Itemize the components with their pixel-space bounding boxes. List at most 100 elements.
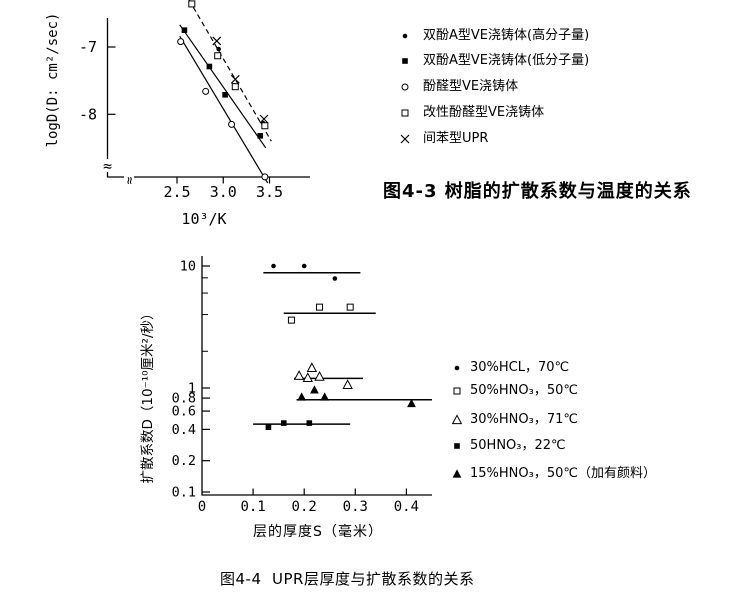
legend-item: 15%HNO₃，50℃（加有颜料） bbox=[450, 464, 656, 484]
data-point bbox=[454, 443, 460, 449]
y-tick-label: -7 bbox=[79, 38, 97, 56]
data-point bbox=[206, 63, 213, 70]
x-y-axes bbox=[106, 18, 310, 178]
axis-break-mask bbox=[124, 174, 134, 180]
legend-item: 双酚A型VE浇铸体(低分子量) bbox=[398, 51, 589, 71]
data-point bbox=[231, 83, 239, 91]
data-point bbox=[202, 87, 210, 95]
triangle-filled-icon bbox=[452, 469, 462, 478]
data-point bbox=[316, 303, 324, 311]
y-axis-break-icon: ≈ bbox=[103, 157, 112, 175]
data-point bbox=[332, 276, 338, 281]
legend-item: 30%HNO₃，71℃ bbox=[450, 410, 578, 430]
y-tick-label: 1 bbox=[188, 381, 196, 397]
data-point bbox=[302, 372, 314, 382]
legend-item: 间苯型UPR bbox=[398, 129, 488, 149]
legend-label: 双酚A型VE浇铸体(低分子量) bbox=[423, 53, 590, 68]
dot-filled-icon bbox=[402, 33, 408, 39]
dot-filled-icon bbox=[454, 365, 460, 371]
data-point bbox=[314, 370, 325, 381]
y-tick-label: 0.8 bbox=[172, 391, 196, 407]
y-tick-label: 0.6 bbox=[172, 404, 196, 420]
legend-item: 双酚A型VE浇铸体(高分子量) bbox=[398, 26, 589, 46]
data-point bbox=[400, 134, 410, 144]
trend-line bbox=[179, 24, 267, 149]
x-axis-break-icon: ≈ bbox=[122, 177, 137, 185]
x-tick-label: 0.3 bbox=[343, 499, 368, 515]
data-point bbox=[188, 0, 196, 8]
fig2-caption: 图4-4 UPR层厚度与扩散系数的关系 bbox=[220, 570, 475, 588]
legend-label: 50%HNO₃，50℃ bbox=[470, 383, 578, 398]
data-point bbox=[228, 120, 236, 128]
x-tick-label: 0.1 bbox=[240, 499, 265, 515]
x-tick-label: 0.4 bbox=[394, 499, 419, 515]
legend-label: 改性酚醛型VE浇铸体 bbox=[423, 105, 545, 120]
data-point bbox=[181, 27, 188, 33]
data-point bbox=[407, 398, 416, 408]
data-point bbox=[293, 370, 305, 380]
figure-4-3-chart: 2.5 3.0 3.5 -7 -8 ≈ ≈ bbox=[79, 0, 310, 201]
x-tick-label: 0.2 bbox=[292, 499, 317, 515]
fig2-legend: 30%HCL，70℃ 50%HNO₃，50℃ 30%HNO₃，71℃ 50HNO₃，2… bbox=[450, 356, 700, 496]
triangle-open-icon bbox=[451, 414, 463, 425]
square-filled-icon bbox=[454, 443, 460, 449]
data-point bbox=[306, 420, 313, 426]
data-point bbox=[453, 387, 461, 395]
legend-label: 酚醛型VE浇铸体 bbox=[423, 79, 519, 94]
data-point bbox=[280, 420, 287, 426]
legend-label: 15%HNO₃，50℃（加有颜料） bbox=[470, 466, 656, 481]
data-point bbox=[216, 46, 221, 52]
data-point bbox=[259, 114, 269, 124]
x-tick-label: 3.0 bbox=[210, 183, 237, 201]
data-point bbox=[177, 38, 185, 46]
legend-label: 双酚A型VE浇铸体(高分子量) bbox=[423, 28, 590, 43]
square-open-icon bbox=[401, 109, 409, 117]
data-point bbox=[257, 133, 264, 139]
legend-label: 间苯型UPR bbox=[423, 131, 489, 146]
axis-break-mask bbox=[99, 159, 115, 172]
trend-line bbox=[188, 0, 272, 142]
data-point bbox=[402, 58, 408, 64]
data-point bbox=[346, 303, 354, 311]
x-tick-label: 0 bbox=[198, 499, 206, 515]
legend-label: 30%HCL，70℃ bbox=[470, 360, 570, 375]
x-mark-icon bbox=[400, 134, 410, 144]
data-point bbox=[402, 33, 408, 39]
data-point bbox=[261, 173, 269, 181]
data-point bbox=[301, 263, 307, 269]
data-point bbox=[452, 469, 462, 478]
data-point bbox=[454, 365, 460, 371]
data-point bbox=[310, 385, 319, 394]
legend-item: 50%HNO₃，50℃ bbox=[450, 381, 578, 401]
data-point bbox=[212, 36, 222, 46]
data-point bbox=[306, 362, 318, 373]
y-tick-label: 10 bbox=[180, 259, 196, 275]
data-point bbox=[320, 392, 330, 401]
data-point bbox=[401, 83, 409, 91]
trend-line bbox=[179, 35, 269, 184]
data-point bbox=[342, 379, 353, 390]
y-tick-label: -8 bbox=[79, 105, 97, 123]
square-filled-icon bbox=[402, 58, 408, 64]
y-tick-label: 0.2 bbox=[172, 453, 196, 469]
legend-item: 50HNO₃，22℃ bbox=[450, 436, 566, 456]
y-tick-label: 0.1 bbox=[172, 485, 196, 501]
data-point bbox=[230, 74, 240, 84]
fig1-x-axis-title: 10³/K bbox=[181, 210, 227, 228]
square-open-icon bbox=[453, 387, 461, 395]
data-point bbox=[265, 424, 272, 430]
data-point bbox=[287, 316, 295, 324]
fig2-y-axis-title: 扩散系数D（10⁻¹⁰厘米²/秒） bbox=[140, 306, 156, 484]
fig1-legend: 双酚A型VE浇铸体(高分子量) 双酚A型VE浇铸体(低分子量) 酚醛型VE浇铸体改性… bbox=[398, 24, 658, 158]
fig1-caption: 图4-3 树脂的扩散系数与温度的关系 bbox=[383, 181, 692, 202]
legend-label: 30%HNO₃，71℃ bbox=[470, 412, 578, 427]
data-point bbox=[222, 91, 228, 98]
circle-open-icon bbox=[401, 83, 409, 91]
y-tick-label: 0.4 bbox=[172, 422, 196, 438]
fig1-y-axis-title: logD(D: cm²/sec) bbox=[45, 12, 61, 148]
data-point bbox=[271, 263, 276, 269]
data-point bbox=[261, 122, 269, 130]
legend-item: 酚醛型VE浇铸体 bbox=[398, 77, 518, 97]
